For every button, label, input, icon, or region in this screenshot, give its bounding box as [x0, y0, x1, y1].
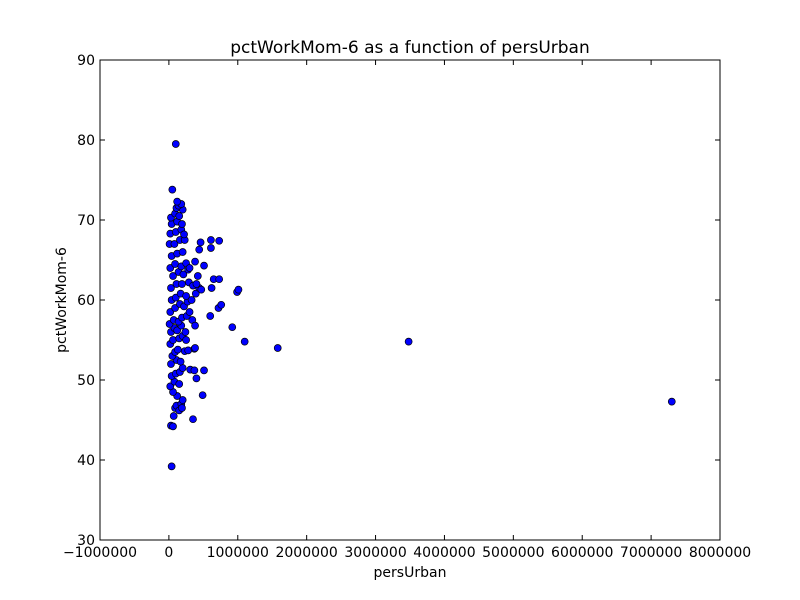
x-tick-label: 4000000 [413, 545, 475, 561]
data-points [165, 140, 676, 471]
y-tick-labels: 30 40 50 60 70 80 90 [77, 53, 95, 549]
data-point [667, 397, 676, 406]
data-point [215, 275, 224, 284]
data-point [192, 280, 201, 288]
data-point [191, 257, 199, 266]
data-point [167, 360, 175, 368]
data-point [189, 415, 197, 424]
data-point [180, 230, 188, 239]
x-tick-label: 7000000 [620, 545, 682, 561]
x-tick-label: 3000000 [344, 545, 406, 561]
data-point [169, 412, 178, 420]
y-tick-label: 40 [77, 453, 95, 469]
y-tick-label: 30 [77, 533, 95, 549]
y-tick-label: 60 [77, 293, 95, 309]
data-point [185, 308, 194, 316]
x-tick-label: 5000000 [482, 545, 544, 561]
y-tick-label: 50 [77, 373, 95, 389]
data-point [200, 261, 208, 270]
x-tick-label: 0 [164, 545, 173, 561]
data-point [169, 272, 177, 280]
data-point [178, 396, 187, 404]
data-point [200, 366, 208, 375]
data-point [217, 300, 226, 309]
data-point [168, 185, 177, 194]
data-point [207, 284, 216, 292]
data-point [196, 238, 205, 247]
data-point [240, 337, 249, 346]
data-point [195, 245, 204, 254]
data-point [185, 264, 194, 272]
data-point [170, 240, 179, 248]
data-point [193, 272, 202, 280]
data-point [228, 323, 237, 332]
data-point [176, 357, 185, 366]
data-point [169, 422, 177, 431]
y-axis-label: pctWorkMom-6 [54, 247, 70, 353]
data-point [175, 212, 184, 220]
y-tick-label: 70 [77, 213, 95, 229]
data-point [178, 248, 187, 256]
x-tick-label: 1000000 [207, 545, 269, 561]
data-point [191, 344, 199, 352]
data-point [207, 244, 215, 252]
data-point [178, 220, 186, 228]
data-point [167, 284, 175, 292]
data-point [190, 366, 199, 375]
data-point [215, 236, 224, 245]
x-tick-labels: −1000000 0 1000000 2000000 3000000 4000000 500… [63, 545, 751, 561]
data-point [171, 140, 180, 148]
y-tick-label: 80 [77, 133, 95, 149]
data-point [404, 337, 413, 346]
data-point [173, 197, 182, 206]
axis-ticks [99, 59, 721, 541]
x-axis-label: persUrban [374, 565, 447, 581]
data-point [173, 345, 182, 354]
data-point [178, 280, 186, 288]
data-point [167, 462, 176, 471]
data-point [207, 236, 215, 244]
data-point [206, 312, 215, 320]
x-tick-label: 2000000 [275, 545, 337, 561]
data-point [198, 391, 207, 400]
data-point [173, 326, 182, 335]
x-tick-label: −1000000 [63, 545, 137, 561]
data-point [182, 336, 190, 344]
data-point [181, 328, 190, 336]
data-point [166, 382, 175, 391]
data-point [234, 285, 243, 294]
data-point [191, 289, 200, 298]
data-point [182, 292, 190, 300]
data-point [187, 296, 196, 304]
data-point [192, 374, 201, 383]
x-tick-label: 8000000 [689, 545, 751, 561]
data-point [191, 321, 199, 330]
data-point [197, 285, 206, 294]
data-point [273, 344, 282, 352]
data-point [178, 364, 187, 372]
data-point [175, 380, 184, 388]
data-point [178, 404, 186, 412]
x-tick-label: 6000000 [551, 545, 613, 561]
y-tick-label: 90 [77, 53, 95, 69]
data-point [179, 270, 188, 279]
chart-title: pctWorkMom-6 as a function of persUrban [230, 38, 589, 58]
